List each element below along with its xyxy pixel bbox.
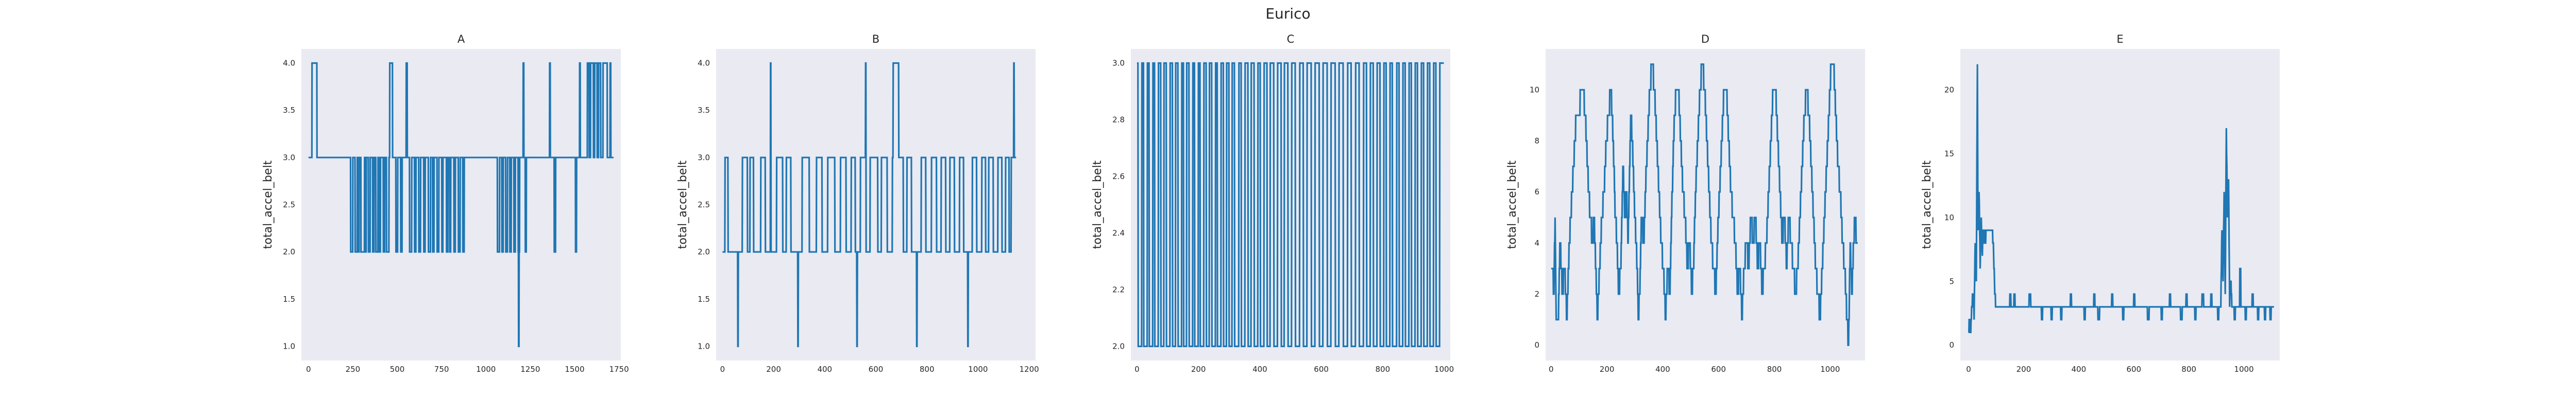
y-tick-label: 1.0 xyxy=(283,342,295,351)
y-tick-label: 20 xyxy=(1944,85,1954,94)
x-tick-label: 500 xyxy=(390,365,405,374)
plot-area-e xyxy=(1960,49,2280,360)
y-tick-label: 2 xyxy=(1534,289,1539,299)
y-tick-label: 2.6 xyxy=(1112,172,1125,181)
x-tick-label: 800 xyxy=(920,365,935,374)
y-tick-label: 4.0 xyxy=(698,59,710,68)
y-tick-label: 1.0 xyxy=(698,342,710,351)
x-tick-label: 200 xyxy=(1600,365,1615,374)
y-tick-label: 10 xyxy=(1944,213,1954,222)
x-tick-label: 400 xyxy=(2072,365,2087,374)
y-tick-label: 2.8 xyxy=(1112,115,1125,125)
x-tick-label: 1000 xyxy=(1820,365,1840,374)
y-axis-label: total_accel_belt xyxy=(1091,160,1104,249)
x-tick-label: 0 xyxy=(1966,365,1971,374)
y-tick-label: 4.0 xyxy=(283,59,295,68)
subplot-title: B xyxy=(872,33,879,45)
x-tick-label: 600 xyxy=(2126,365,2141,374)
x-tick-label: 250 xyxy=(346,365,361,374)
y-tick-label: 3.0 xyxy=(283,153,295,162)
y-tick-label: 2.0 xyxy=(1112,342,1125,351)
y-axis-label: total_accel_belt xyxy=(1921,160,1934,249)
y-tick-label: 0 xyxy=(1534,340,1539,350)
y-axis-label: total_accel_belt xyxy=(1506,160,1519,249)
x-tick-label: 800 xyxy=(2181,365,2196,374)
y-tick-label: 2.0 xyxy=(698,247,710,256)
y-axis-label: total_accel_belt xyxy=(262,160,275,249)
subplot-title: E xyxy=(2116,33,2123,45)
y-tick-label: 0 xyxy=(1949,340,1954,350)
y-tick-label: 3.5 xyxy=(283,106,295,115)
x-tick-label: 400 xyxy=(1655,365,1670,374)
y-tick-label: 6 xyxy=(1534,187,1539,197)
y-tick-label: 2.0 xyxy=(283,247,295,256)
y-tick-label: 8 xyxy=(1534,136,1539,146)
x-tick-label: 600 xyxy=(1314,365,1329,374)
plot-area-a xyxy=(301,49,621,360)
x-tick-label: 1200 xyxy=(1020,365,1039,374)
y-tick-label: 3.0 xyxy=(1112,59,1125,68)
y-axis-label: total_accel_belt xyxy=(676,160,689,249)
y-tick-label: 5 xyxy=(1949,277,1954,286)
series-line-b xyxy=(722,62,1016,348)
x-tick-label: 1000 xyxy=(968,365,988,374)
x-tick-label: 400 xyxy=(817,365,832,374)
subplot-title: A xyxy=(457,33,465,45)
y-tick-label: 1.5 xyxy=(698,295,710,304)
y-tick-label: 15 xyxy=(1944,149,1954,158)
subplot-title: D xyxy=(1701,33,1709,45)
y-tick-label: 2.5 xyxy=(698,200,710,210)
x-tick-label: 1250 xyxy=(520,365,540,374)
y-tick-label: 1.5 xyxy=(283,295,295,304)
x-tick-label: 200 xyxy=(1191,365,1206,374)
y-tick-label: 2.5 xyxy=(283,200,295,210)
figure-title: Eurico xyxy=(1265,5,1310,22)
y-tick-label: 4 xyxy=(1534,238,1539,248)
x-tick-label: 1000 xyxy=(476,365,496,374)
y-tick-label: 2.4 xyxy=(1112,229,1125,238)
series-line-a xyxy=(308,62,614,348)
y-tick-label: 10 xyxy=(1530,85,1539,94)
x-tick-label: 600 xyxy=(1711,365,1726,374)
y-tick-label: 3.5 xyxy=(698,106,710,115)
x-tick-label: 800 xyxy=(1767,365,1782,374)
x-tick-label: 800 xyxy=(1376,365,1391,374)
y-tick-label: 3.0 xyxy=(698,153,710,162)
x-tick-label: 0 xyxy=(306,365,311,374)
x-tick-label: 1750 xyxy=(609,365,629,374)
series-line-d xyxy=(1551,63,1858,346)
plot-area-b xyxy=(716,49,1036,360)
x-tick-label: 0 xyxy=(720,365,725,374)
x-tick-label: 200 xyxy=(2016,365,2031,374)
x-tick-label: 0 xyxy=(1134,365,1140,374)
x-tick-label: 400 xyxy=(1252,365,1267,374)
x-tick-label: 1500 xyxy=(565,365,584,374)
x-tick-label: 200 xyxy=(766,365,781,374)
x-tick-label: 1000 xyxy=(2234,365,2253,374)
series-line-c xyxy=(1137,62,1444,348)
subplot-title: C xyxy=(1287,33,1295,45)
series-line-e xyxy=(1968,64,2274,334)
x-tick-label: 600 xyxy=(869,365,884,374)
x-tick-label: 750 xyxy=(434,365,449,374)
x-tick-label: 0 xyxy=(1549,365,1554,374)
x-tick-label: 1000 xyxy=(1434,365,1454,374)
y-tick-label: 2.2 xyxy=(1112,285,1125,295)
